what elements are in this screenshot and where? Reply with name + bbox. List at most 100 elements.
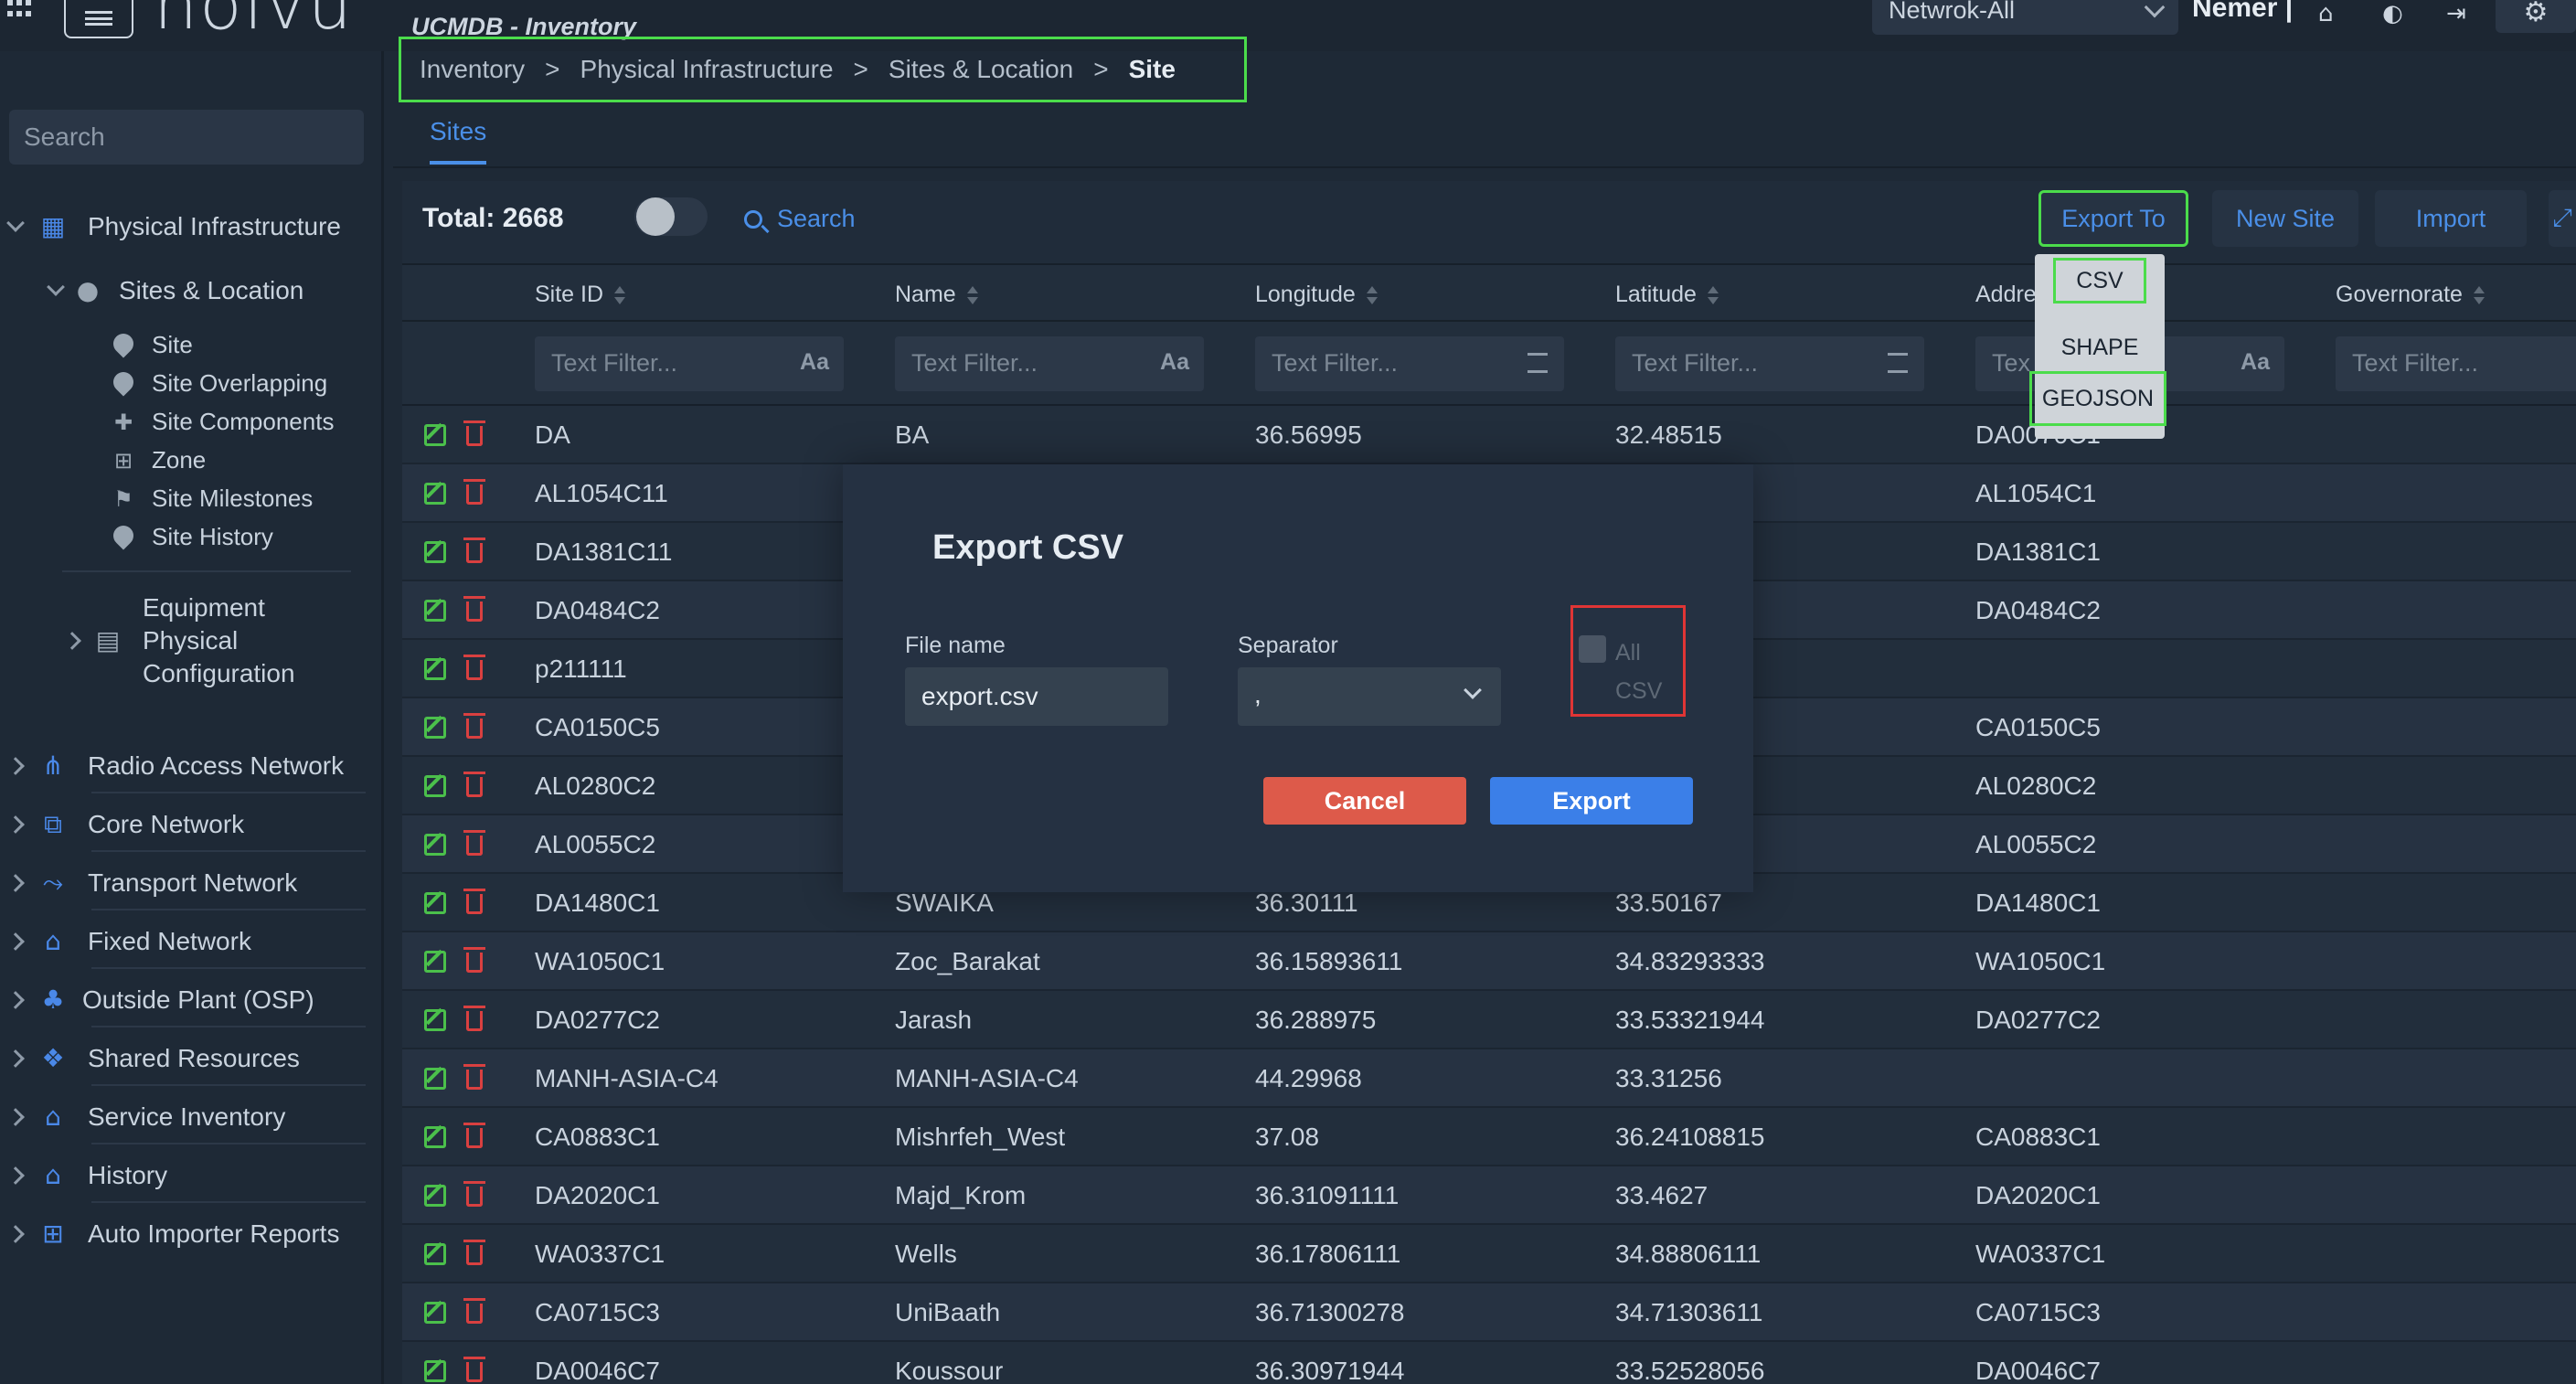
network-select[interactable]: Netwrok-All [1872,0,2178,35]
sidebar-item-site-overlapping[interactable]: Site Overlapping [109,367,327,398]
edit-icon[interactable] [424,951,446,973]
sidebar-item-site-history[interactable]: Site History [109,520,273,551]
table-row[interactable]: DA1480C1 SWAIKA 36.30111 33.50167 DA1480C1 [402,874,2576,932]
table-row[interactable]: WA0337C1 Wells 36.17806111 34.88806111 WA033… [402,1225,2576,1283]
breadcrumb-item-inventory[interactable]: Inventory [420,55,526,83]
text-filter-icon[interactable]: Aa [1160,349,1189,375]
sidebar-item-core-network[interactable]: ⧉ Core Network [0,797,384,852]
edit-icon[interactable] [424,834,446,856]
delete-icon[interactable] [463,655,485,680]
export-button[interactable]: Export [1490,777,1693,825]
column-header-latitude[interactable]: Latitude [1615,282,1719,308]
logout-icon[interactable]: ⇥ [2446,0,2466,27]
export-to-button[interactable]: Export To [2038,190,2188,247]
delete-icon[interactable] [463,1357,485,1382]
edit-icon[interactable] [424,1360,446,1382]
apps-grid-icon[interactable] [7,0,35,18]
sidebar-item-outside-plant[interactable]: ♣ Outside Plant (OSP) [0,973,384,1027]
delete-icon[interactable] [463,889,485,914]
edit-icon[interactable] [424,424,446,446]
table-row[interactable]: MANH-ASIA-C4 MANH-ASIA-C4 44.29968 33.31256 [402,1049,2576,1108]
sidebar-item-zone[interactable]: ⊞ Zone [112,446,206,474]
new-site-button[interactable]: New Site [2212,190,2358,247]
sidebar-item-auto-importer-reports[interactable]: ⊞ Auto Importer Reports [0,1207,384,1262]
edit-icon[interactable] [424,1068,446,1090]
delete-icon[interactable] [463,421,485,446]
import-button[interactable]: Import [2375,190,2527,247]
sidebar-item-equipment-physical-configuration[interactable]: ▤ Equipment Physical Configuration [57,587,384,695]
delete-icon[interactable] [463,713,485,739]
delete-icon[interactable] [463,479,485,505]
sidebar-item-sites-location[interactable]: ● Sites & Location [40,263,384,318]
export-menu-item-shape[interactable]: SHAPE [2060,334,2139,360]
sidebar-item-site-components[interactable]: ✚ Site Components [112,408,335,436]
table-row[interactable]: DA0046C7 Koussour 36.30971944 33.52528056 DA… [402,1342,2576,1384]
delete-icon[interactable] [463,1181,485,1207]
delete-icon[interactable] [463,1298,485,1324]
column-header-governorate[interactable]: Governorate [2336,282,2485,308]
contrast-icon[interactable]: ◐ [2382,0,2403,27]
table-row[interactable]: WA1050C1 Zoc_Barakat 36.15893611 34.8329333… [402,932,2576,991]
number-filter-icon[interactable] [1888,353,1908,373]
sidebar-item-site-milestones[interactable]: ⚑ Site Milestones [112,484,313,513]
text-filter-icon[interactable]: Aa [2241,349,2270,375]
breadcrumb-item-sites-location[interactable]: Sites & Location [888,55,1074,83]
sidebar-item-shared-resources[interactable]: ❖ Shared Resources [0,1031,384,1086]
site-id-filter-input[interactable]: Text Filter... Aa [535,336,844,391]
gear-icon[interactable]: ⚙ [2496,0,2576,33]
delete-icon[interactable] [463,1006,485,1031]
column-header-address[interactable]: Addre [1975,282,2037,308]
text-filter-icon[interactable]: Aa [800,349,829,375]
user-name[interactable]: Nemer | [2192,0,2294,23]
expand-icon[interactable]: ⤢ [2549,190,2576,247]
delete-icon[interactable] [463,1064,485,1090]
delete-icon[interactable] [463,772,485,797]
sidebar-item-fixed-network[interactable]: ⌂ Fixed Network [0,914,384,969]
number-filter-icon[interactable] [1528,353,1548,373]
sidebar-search-input[interactable]: Search [9,110,364,165]
table-row[interactable]: CA0883C1 Mishrfeh_West 37.08 36.24108815 CA0… [402,1108,2576,1166]
column-header-longitude[interactable]: Longitude [1255,282,1378,308]
delete-icon[interactable] [463,830,485,856]
search-button[interactable]: Search [744,205,856,233]
breadcrumb-item-physical-infrastructure[interactable]: Physical Infrastructure [580,55,834,83]
latitude-filter-input[interactable]: Text Filter... [1615,336,1924,391]
sidebar-item-transport-network[interactable]: ⤳ Transport Network [0,856,384,910]
all-csv-checkbox[interactable] [1579,635,1606,663]
separator-select[interactable]: , [1238,667,1501,726]
longitude-filter-input[interactable]: Text Filter... [1255,336,1564,391]
table-row[interactable]: CA0715C3 UniBaath 36.71300278 34.71303611 CA… [402,1283,2576,1342]
edit-icon[interactable] [424,483,446,505]
delete-icon[interactable] [463,1123,485,1148]
governorate-filter-input[interactable]: Text Filter... [2336,336,2576,391]
home-icon[interactable]: ⌂ [2318,0,2334,27]
file-name-input[interactable]: export.csv [905,667,1168,726]
delete-icon[interactable] [463,538,485,563]
sidebar-item-site[interactable]: Site [109,328,193,359]
edit-icon[interactable] [424,658,446,680]
name-filter-input[interactable]: Text Filter... Aa [895,336,1204,391]
column-header-site-id[interactable]: Site ID [535,282,626,308]
edit-icon[interactable] [424,775,446,797]
edit-icon[interactable] [424,1185,446,1207]
sidebar-item-service-inventory[interactable]: ⌂ Service Inventory [0,1090,384,1144]
edit-icon[interactable] [424,1009,446,1031]
edit-icon[interactable] [424,600,446,622]
export-menu-item-geojson[interactable]: GEOJSON [2029,371,2166,426]
sidebar-item-radio-access-network[interactable]: ⋔ Radio Access Network [0,739,384,793]
delete-icon[interactable] [463,596,485,622]
edit-icon[interactable] [424,717,446,739]
column-header-name[interactable]: Name [895,282,978,308]
toggle-switch[interactable] [634,197,708,236]
edit-icon[interactable] [424,1243,446,1265]
table-row[interactable]: DA2020C1 Majd_Krom 36.31091111 33.4627 DA202… [402,1166,2576,1225]
sidebar-item-physical-infrastructure[interactable]: ▦ Physical Infrastructure [0,199,384,254]
edit-icon[interactable] [424,1126,446,1148]
delete-icon[interactable] [463,947,485,973]
hamburger-menu-icon[interactable] [64,0,133,38]
table-row[interactable]: DA0277C2 Jarash 36.288975 33.53321944 DA0277… [402,991,2576,1049]
export-menu-item-csv[interactable]: CSV [2053,258,2146,303]
tab-sites[interactable]: Sites [430,117,487,165]
edit-icon[interactable] [424,541,446,563]
